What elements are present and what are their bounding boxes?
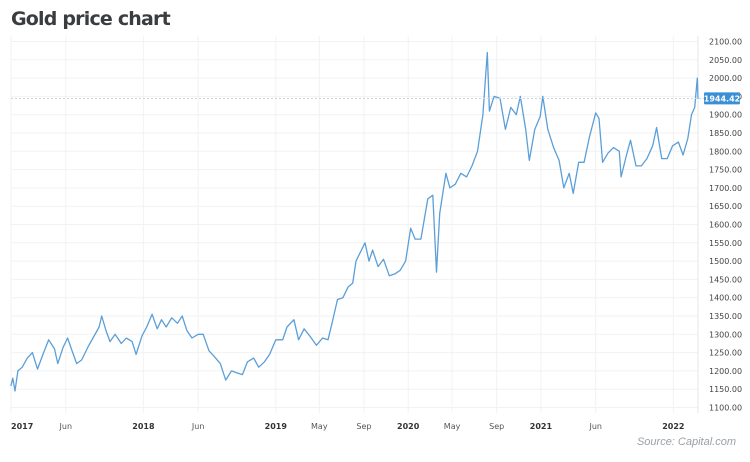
y-tick-label: 1800.00 bbox=[709, 147, 742, 156]
x-tick-label: Jun bbox=[191, 422, 205, 431]
y-axis: 1100.00 1150.00 1200.00 1250.00 1300.00 1350.… bbox=[709, 37, 742, 412]
y-tick-label: 1700.00 bbox=[709, 184, 742, 193]
y-tick-label: 1200.00 bbox=[709, 367, 742, 376]
x-tick-label: 2022 bbox=[662, 422, 684, 431]
x-tick-label: Jun bbox=[59, 422, 73, 431]
source-note: Source: Capital.com bbox=[636, 436, 736, 448]
x-tick-label: 2019 bbox=[265, 422, 288, 431]
current-price-marker: 1944.42 bbox=[11, 92, 740, 105]
x-tick-label: May bbox=[311, 422, 328, 431]
chart-grid bbox=[10, 36, 699, 413]
y-tick-label: 1750.00 bbox=[709, 166, 742, 175]
y-tick-label: 1650.00 bbox=[709, 202, 742, 211]
current-price-badge bbox=[704, 92, 740, 105]
y-tick-label: 1150.00 bbox=[709, 385, 742, 394]
y-tick-label: 2100.00 bbox=[709, 37, 742, 46]
y-tick-label: 1250.00 bbox=[709, 349, 742, 358]
x-tick-label: 2020 bbox=[397, 422, 420, 431]
x-axis: 2017 Jun 2018 Jun 2019 May Sep 2020 May Sep 2021 Ju… bbox=[11, 422, 684, 431]
y-tick-label: 1850.00 bbox=[709, 129, 742, 138]
price-line-series-0 bbox=[10, 51, 699, 392]
y-tick-label: 1350.00 bbox=[709, 312, 742, 321]
y-tick-label: 1300.00 bbox=[709, 330, 742, 339]
x-tick-label: Sep bbox=[356, 422, 371, 431]
x-tick-label: 2018 bbox=[132, 422, 155, 431]
y-tick-label: 1500.00 bbox=[709, 257, 742, 266]
page-title: Gold price chart bbox=[11, 8, 171, 30]
x-tick-label: 2021 bbox=[530, 422, 553, 431]
y-tick-label: 2050.00 bbox=[709, 56, 742, 65]
y-tick-label: 2000.00 bbox=[709, 74, 742, 83]
series-layer bbox=[10, 51, 699, 392]
y-tick-label: 1100.00 bbox=[709, 404, 742, 413]
x-tick-label: May bbox=[444, 422, 461, 431]
x-tick-label: Jun bbox=[588, 422, 602, 431]
x-tick-label: 2017 bbox=[11, 422, 33, 431]
x-tick-label: Sep bbox=[489, 422, 504, 431]
y-tick-label: 1600.00 bbox=[709, 221, 742, 230]
y-tick-label: 1900.00 bbox=[709, 111, 742, 120]
y-tick-label: 1550.00 bbox=[709, 239, 742, 248]
current-price-label: 1944.42 bbox=[704, 94, 740, 103]
y-tick-label: 1400.00 bbox=[709, 294, 742, 303]
y-tick-label: 1450.00 bbox=[709, 275, 742, 284]
